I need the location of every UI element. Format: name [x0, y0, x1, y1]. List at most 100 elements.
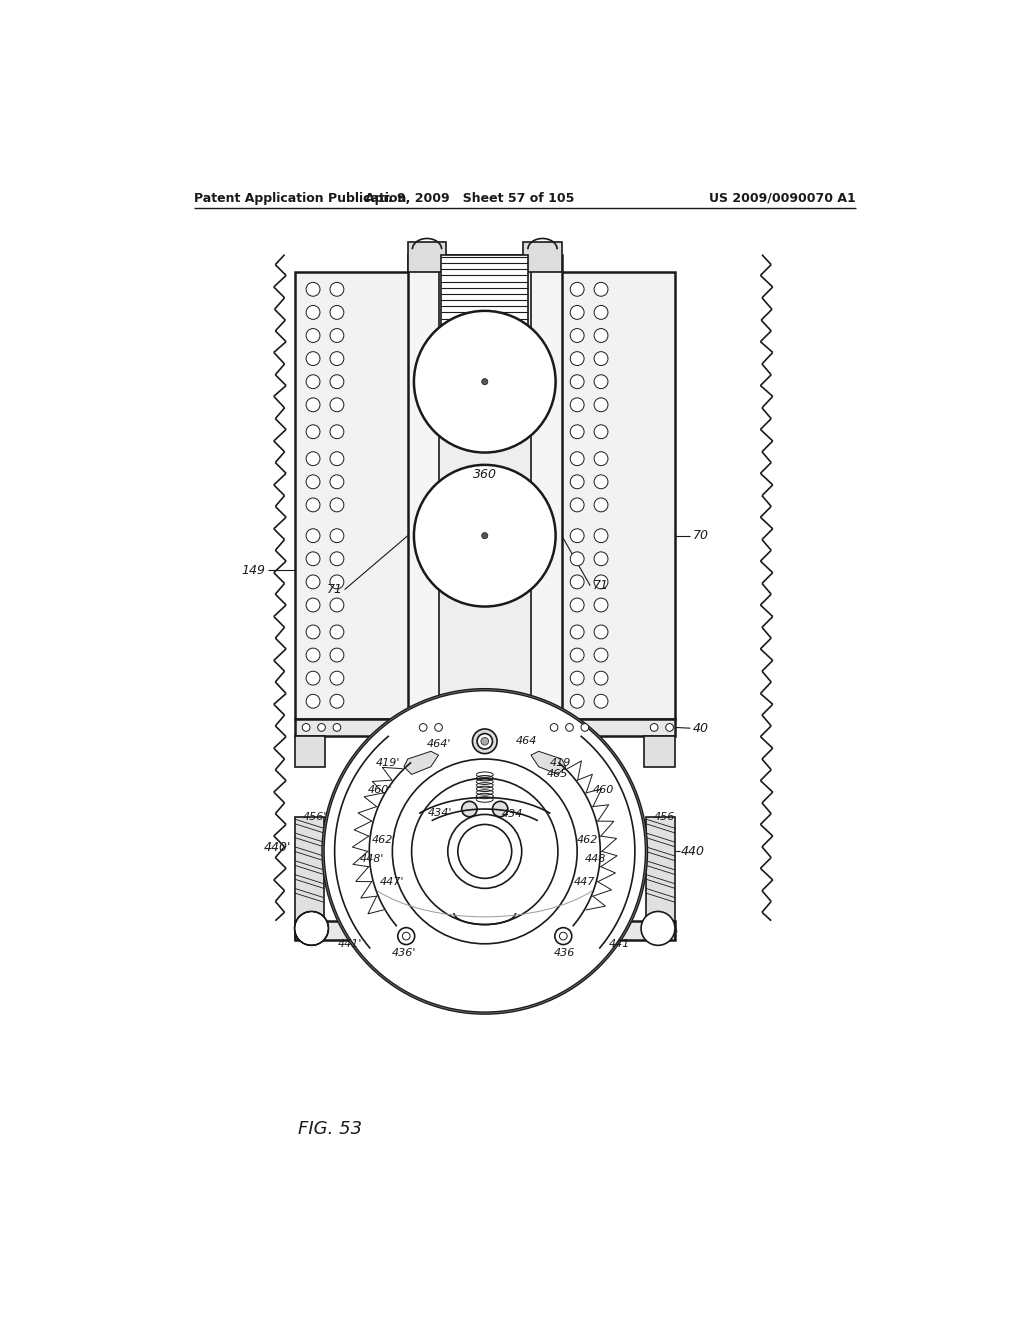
- Circle shape: [330, 648, 344, 663]
- Circle shape: [650, 723, 658, 731]
- Circle shape: [550, 723, 558, 731]
- Circle shape: [559, 932, 567, 940]
- Text: 434': 434': [428, 808, 453, 818]
- Circle shape: [570, 529, 584, 543]
- Circle shape: [330, 498, 344, 512]
- Circle shape: [477, 734, 493, 748]
- Circle shape: [570, 425, 584, 438]
- Text: 441: 441: [609, 939, 630, 949]
- Text: 436: 436: [553, 948, 574, 958]
- Text: 460: 460: [593, 785, 614, 795]
- Circle shape: [581, 723, 589, 731]
- Circle shape: [306, 598, 319, 612]
- Text: 71: 71: [327, 583, 343, 597]
- Circle shape: [594, 648, 608, 663]
- Circle shape: [594, 498, 608, 512]
- Text: US 2009/0090070 A1: US 2009/0090070 A1: [710, 191, 856, 205]
- Circle shape: [594, 475, 608, 488]
- Circle shape: [306, 375, 319, 388]
- Circle shape: [330, 425, 344, 438]
- Text: 436': 436': [392, 948, 416, 958]
- Circle shape: [306, 529, 319, 543]
- Bar: [438, 255, 531, 723]
- Circle shape: [447, 814, 521, 888]
- Circle shape: [330, 598, 344, 612]
- Circle shape: [594, 425, 608, 438]
- Circle shape: [570, 475, 584, 488]
- Circle shape: [570, 498, 584, 512]
- Bar: [441, 255, 528, 339]
- Text: 149: 149: [242, 564, 265, 577]
- Circle shape: [594, 576, 608, 589]
- Circle shape: [330, 351, 344, 366]
- Circle shape: [419, 723, 427, 731]
- Circle shape: [458, 825, 512, 878]
- Circle shape: [306, 498, 319, 512]
- Circle shape: [594, 282, 608, 296]
- Bar: [295, 719, 675, 737]
- Text: Apr. 9, 2009   Sheet 57 of 105: Apr. 9, 2009 Sheet 57 of 105: [365, 191, 574, 205]
- Circle shape: [330, 475, 344, 488]
- Bar: [561, 272, 675, 719]
- Circle shape: [306, 425, 319, 438]
- Circle shape: [414, 312, 556, 453]
- Circle shape: [570, 576, 584, 589]
- Circle shape: [330, 529, 344, 543]
- Circle shape: [330, 694, 344, 708]
- Text: 70: 70: [692, 529, 709, 543]
- Circle shape: [330, 282, 344, 296]
- Text: 441': 441': [338, 939, 362, 949]
- Circle shape: [306, 694, 319, 708]
- Circle shape: [570, 397, 584, 412]
- Bar: [646, 817, 675, 921]
- Circle shape: [570, 626, 584, 639]
- Circle shape: [594, 329, 608, 342]
- Circle shape: [481, 379, 487, 385]
- Bar: [515, 738, 539, 752]
- Circle shape: [594, 397, 608, 412]
- Circle shape: [481, 738, 488, 744]
- Circle shape: [594, 694, 608, 708]
- Circle shape: [570, 672, 584, 685]
- Circle shape: [462, 801, 477, 817]
- Circle shape: [570, 282, 584, 296]
- Circle shape: [306, 451, 319, 466]
- Text: 440': 440': [263, 841, 291, 854]
- Circle shape: [330, 397, 344, 412]
- Circle shape: [666, 723, 674, 731]
- Text: 464: 464: [515, 737, 537, 746]
- Circle shape: [392, 759, 578, 944]
- Circle shape: [570, 451, 584, 466]
- Circle shape: [330, 305, 344, 319]
- Circle shape: [570, 552, 584, 566]
- Text: 460': 460': [368, 785, 392, 795]
- Bar: [408, 242, 446, 272]
- Bar: [644, 737, 675, 767]
- Circle shape: [594, 598, 608, 612]
- Circle shape: [555, 928, 571, 945]
- Circle shape: [594, 626, 608, 639]
- Circle shape: [306, 552, 319, 566]
- Circle shape: [594, 552, 608, 566]
- Bar: [295, 737, 326, 767]
- Circle shape: [402, 932, 410, 940]
- Circle shape: [570, 598, 584, 612]
- Bar: [295, 921, 675, 940]
- Circle shape: [493, 801, 508, 817]
- Bar: [295, 272, 409, 719]
- Bar: [425, 729, 544, 739]
- Circle shape: [323, 689, 646, 1014]
- Bar: [323, 821, 350, 842]
- Bar: [523, 242, 562, 272]
- Circle shape: [302, 723, 310, 731]
- Text: 462: 462: [578, 834, 599, 845]
- Bar: [620, 821, 646, 842]
- Circle shape: [306, 305, 319, 319]
- Text: 71: 71: [593, 579, 608, 593]
- Text: 440: 440: [681, 845, 706, 858]
- Circle shape: [570, 648, 584, 663]
- Circle shape: [330, 329, 344, 342]
- Polygon shape: [531, 751, 565, 775]
- Text: 448': 448': [360, 854, 385, 865]
- Circle shape: [472, 729, 497, 754]
